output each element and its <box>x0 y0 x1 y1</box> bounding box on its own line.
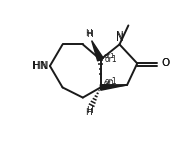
Text: O: O <box>161 58 170 68</box>
Text: HN: HN <box>33 61 48 71</box>
Text: N: N <box>116 33 123 42</box>
Text: H: H <box>85 108 92 117</box>
Polygon shape <box>92 41 103 61</box>
Text: N: N <box>116 31 123 41</box>
Text: HN: HN <box>32 61 47 71</box>
Text: H: H <box>86 106 93 115</box>
Text: or1: or1 <box>104 53 115 59</box>
Text: or1: or1 <box>104 80 115 86</box>
Text: or1: or1 <box>104 55 117 64</box>
Text: H: H <box>86 30 93 39</box>
Text: H: H <box>85 29 92 38</box>
Polygon shape <box>100 85 127 90</box>
Text: or1: or1 <box>104 77 117 86</box>
Text: O: O <box>161 58 170 68</box>
